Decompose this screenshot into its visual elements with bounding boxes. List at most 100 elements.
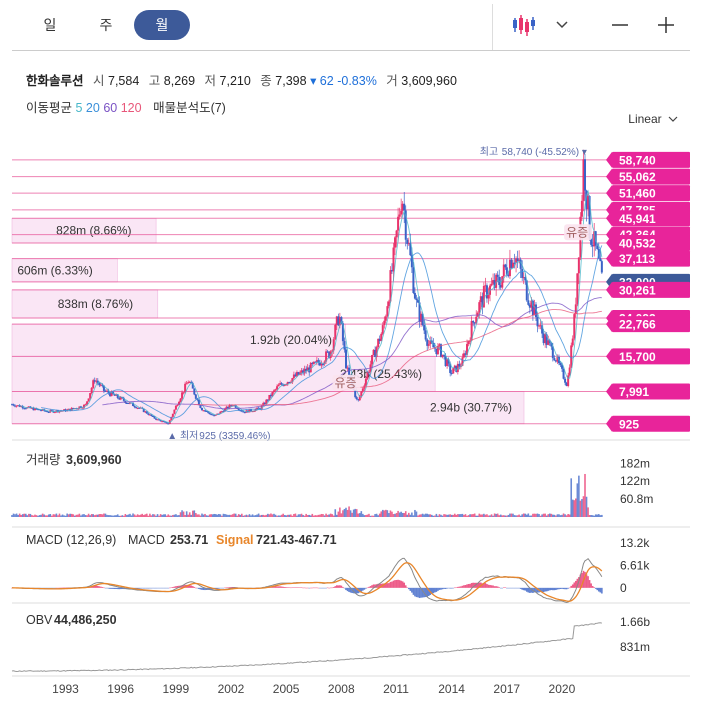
volume-bar [35, 515, 38, 517]
volume-bar [214, 514, 217, 517]
low-value: 7,210 [219, 74, 251, 88]
event-marker-label: 유증 [566, 225, 588, 239]
candle-body [389, 270, 392, 302]
volume-bar [386, 510, 389, 517]
volume-bar [253, 515, 255, 517]
macd-histogram-bar [201, 587, 203, 590]
macd-histogram-bar [487, 584, 490, 588]
volume-bar [432, 515, 435, 517]
macd-histogram-bar [506, 587, 508, 589]
macd-histogram-bar [118, 587, 121, 590]
candle-body [372, 349, 375, 356]
volume-bar [280, 514, 283, 517]
candle-body [538, 325, 541, 327]
candle-body [326, 351, 329, 353]
volume-bar [40, 514, 42, 517]
volume-bar [93, 515, 96, 517]
volume-bar [190, 514, 193, 517]
candle-body [392, 247, 395, 272]
candle-body [312, 361, 315, 364]
candle-body [573, 314, 576, 339]
macd-histogram-bar [228, 587, 231, 588]
macd-histogram-bar [498, 587, 501, 588]
tab-week[interactable]: 주 [99, 17, 113, 33]
volume-bar [115, 515, 117, 517]
candle-body [119, 397, 122, 400]
candle-body [446, 359, 449, 367]
candle-body [530, 300, 533, 308]
volume-bar [179, 512, 182, 517]
macd-histogram-bar [342, 586, 344, 588]
volume-bar [565, 515, 568, 517]
scale-toggle[interactable]: Linear [628, 112, 678, 126]
candle-body [86, 401, 89, 405]
volume-bar [263, 515, 266, 517]
volume-bar [525, 514, 528, 517]
price-badge-label: 40,532 [619, 236, 656, 250]
macd-histogram-bar [440, 587, 442, 590]
macd-histogram-bar [360, 587, 363, 592]
volume-bar [492, 515, 494, 517]
candle-body [159, 420, 162, 422]
macd-histogram-bar [204, 587, 206, 591]
volume-bar [529, 515, 531, 517]
volume-value: 3,609,960 [401, 74, 457, 88]
macd-histogram-bar [426, 587, 428, 597]
volume-bar [375, 513, 378, 517]
candle-body [519, 259, 522, 269]
x-tick-label: 2017 [493, 682, 520, 696]
candle-body [453, 365, 456, 369]
event-marker-label: 유증 [334, 376, 356, 390]
macd-histogram-bar [504, 587, 507, 588]
macd-histogram-bar [309, 587, 312, 589]
tab-month[interactable]: 월 [134, 10, 190, 40]
ma-label[interactable]: 이동평균 [26, 101, 73, 115]
macd-y-tick: 13.2k [620, 536, 650, 550]
volume-bar [527, 513, 530, 517]
volume-bar [430, 514, 433, 517]
volume-bar [150, 515, 153, 517]
candle-body [430, 340, 433, 343]
candle-body [286, 381, 289, 385]
candle-body [256, 407, 259, 410]
candlestick-icon[interactable] [508, 12, 540, 38]
volume-bar [478, 513, 481, 517]
volume-bar [415, 511, 418, 517]
price-badge-label: 22,766 [619, 318, 656, 332]
price-badge [612, 383, 690, 400]
price-badge-label: 55,062 [619, 170, 656, 184]
chevron-down-icon[interactable] [552, 12, 572, 38]
volume-bar [561, 514, 563, 517]
candle-body [237, 408, 240, 411]
candle-body [23, 408, 26, 410]
profile-label[interactable]: 매물분석도(7) [153, 101, 226, 115]
volume-bar [231, 514, 234, 517]
candle-body [228, 404, 231, 409]
volume-bar [83, 514, 85, 517]
candle-body [79, 406, 82, 408]
volume-bar [135, 515, 137, 517]
macd-histogram-bar [153, 587, 156, 589]
volume-bar [311, 513, 314, 517]
volume-bar [412, 515, 415, 517]
minus-icon[interactable] [606, 12, 634, 38]
macd-histogram-bar [552, 587, 554, 591]
macd-histogram-bar [401, 581, 404, 588]
macd-histogram-bar [496, 586, 499, 588]
macd-histogram-bar [152, 587, 154, 589]
macd-histogram-bar [411, 587, 413, 593]
tab-day[interactable]: 일 [43, 17, 57, 33]
volume-bar [103, 513, 105, 517]
volume-bar [285, 515, 288, 517]
candle-body [182, 392, 185, 394]
volume-bar [169, 515, 171, 517]
candle-body [24, 408, 27, 410]
volume-bar [547, 514, 550, 517]
volume-bar [457, 514, 459, 517]
macd-histogram-bar [460, 586, 462, 588]
volume-bar [440, 514, 442, 517]
plus-icon[interactable] [652, 12, 680, 38]
volume-bar [334, 509, 337, 517]
candle-body [14, 405, 17, 407]
